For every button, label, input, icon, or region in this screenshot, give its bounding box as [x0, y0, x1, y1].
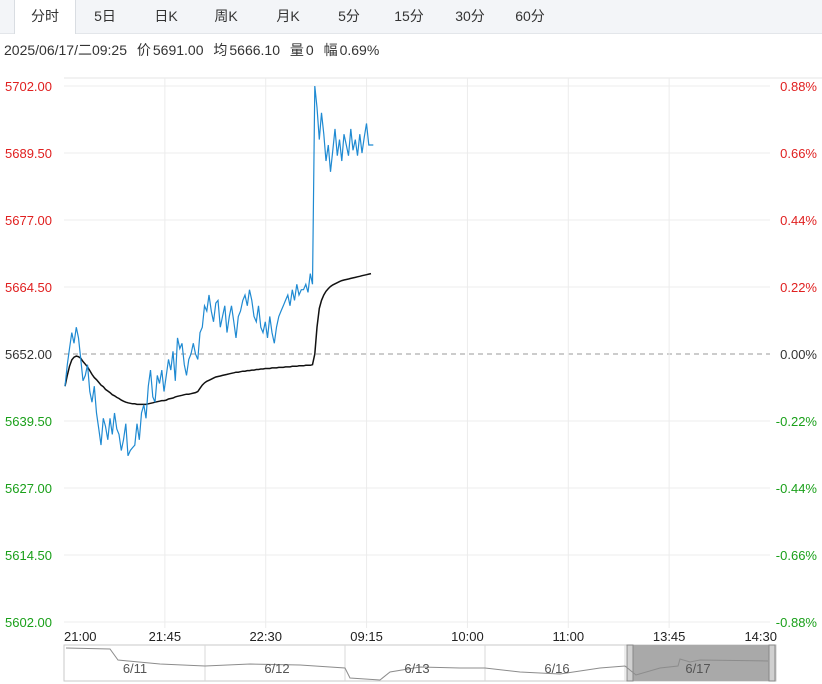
avg-label: 均 [213, 42, 228, 58]
navigator-handle-left [626, 644, 634, 682]
tab-5day[interactable]: 5日 [94, 8, 116, 24]
tab-monthly-k[interactable]: 月K [276, 8, 300, 24]
y-axis-percent-label: 0.22% [780, 280, 817, 295]
y-axis-price-label: 5602.00 [5, 615, 52, 630]
navigator-date-label: 6/17 [685, 661, 710, 676]
y-axis-price-label: 5664.50 [5, 280, 52, 295]
y-axis-price-label: 5702.00 [5, 79, 52, 94]
y-axis-price-label: 5614.50 [5, 548, 52, 563]
navigator-sparkline [65, 647, 769, 681]
volume-label: 量 [289, 42, 304, 58]
tab-weekly-k[interactable]: 周K [214, 8, 238, 24]
tab-daily-k[interactable]: 日K [154, 8, 178, 24]
change-value: 0.69% [339, 42, 380, 58]
y-axis-percent-label: -0.66% [776, 548, 818, 563]
y-axis-percent-label: 0.88% [780, 79, 817, 94]
y-axis-percent-label: 0.00% [780, 347, 817, 362]
y-axis-price-label: 5627.00 [5, 481, 52, 496]
x-axis-time-label: 10:00 [451, 629, 484, 644]
y-axis-percent-label: -0.22% [776, 414, 818, 429]
tab-30min[interactable]: 30分 [455, 8, 485, 24]
x-axis-time-label: 14:30 [744, 629, 777, 644]
y-axis-percent-label: -0.88% [776, 615, 818, 630]
x-axis-time-label: 11:00 [552, 629, 584, 644]
tab-15min[interactable]: 15分 [394, 8, 424, 24]
tab-intraday[interactable]: 分时 [14, 0, 76, 34]
x-axis-time-label: 22:30 [249, 629, 282, 644]
y-axis-percent-label: 0.66% [780, 146, 817, 161]
navigator-date-label: 6/12 [264, 661, 289, 676]
y-axis-price-label: 5677.00 [5, 213, 52, 228]
navigator-date-label: 6/13 [404, 661, 429, 676]
tab-5min[interactable]: 5分 [338, 8, 360, 24]
y-axis-price-label: 5639.50 [5, 414, 52, 429]
navigator-date-label: 6/11 [123, 661, 147, 676]
avg-value: 5666.10 [229, 42, 280, 58]
x-axis-time-label: 21:45 [149, 629, 182, 644]
x-axis-time-label: 09:15 [350, 629, 383, 644]
tab-60min[interactable]: 60分 [515, 8, 545, 24]
y-axis-percent-label: -0.44% [776, 481, 818, 496]
average-price-line [64, 272, 372, 406]
navigator-handle-right [768, 644, 776, 682]
period-tab-bar: 分时 5日 日K 周K 月K 5分 15分 30分 60分 [0, 0, 822, 34]
quote-datetime: 2025/06/17/二09:25 [4, 42, 127, 58]
x-axis-time-label: 21:00 [64, 629, 97, 644]
y-axis-price-label: 5652.00 [5, 347, 52, 362]
navigator-selection [627, 645, 775, 681]
navigator-date-label: 6/16 [544, 661, 569, 676]
time-navigator: 6/11 6/12 6/13 6/16 6/17 [63, 644, 777, 682]
x-axis-time-label: 13:45 [653, 629, 686, 644]
price-line [64, 85, 374, 457]
price-label: 价 [136, 42, 151, 58]
y-axis-percent-label: 0.44% [780, 213, 817, 228]
price-value: 5691.00 [152, 42, 204, 58]
volume-value: 0 [305, 42, 314, 58]
change-label: 幅 [323, 42, 338, 58]
y-axis-price-label: 5689.50 [5, 146, 52, 161]
